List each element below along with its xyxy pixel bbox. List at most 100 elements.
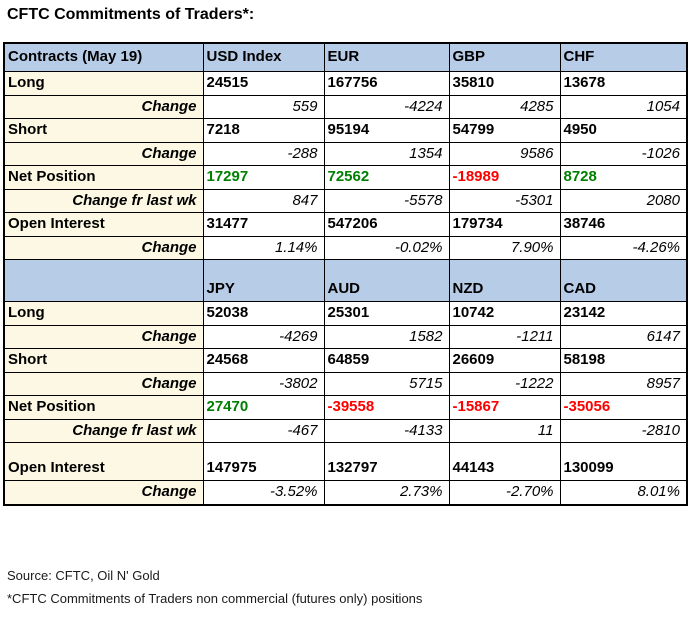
value-cell: -4133 bbox=[323, 418, 450, 443]
net-position-value: 8728 bbox=[559, 165, 688, 190]
net-position-value: -35056 bbox=[559, 395, 688, 420]
value-cell: 10742 bbox=[448, 301, 561, 326]
value-cell: 58198 bbox=[559, 348, 688, 373]
value-cell: 52038 bbox=[202, 301, 325, 326]
value-cell: -4269 bbox=[202, 324, 325, 349]
row-label: Change fr last wk bbox=[3, 418, 204, 443]
value-cell: 130099 bbox=[559, 442, 688, 481]
value-cell: 2.73% bbox=[323, 480, 450, 505]
value-cell: 38746 bbox=[559, 212, 688, 237]
table-row-short: Short 7218 95194 54799 4950 bbox=[3, 118, 688, 143]
page-title: CFTC Commitments of Traders*: bbox=[7, 6, 255, 23]
value-cell: 7218 bbox=[202, 118, 325, 143]
header-contracts: Contracts (May 19) bbox=[3, 42, 204, 72]
value-cell: 64859 bbox=[323, 348, 450, 373]
table-row-open-interest: Open Interest 147975 132797 44143 130099 bbox=[3, 442, 688, 481]
value-cell: 847 bbox=[202, 188, 325, 213]
row-label: Change bbox=[3, 94, 204, 119]
value-cell: -1026 bbox=[559, 141, 688, 166]
value-cell: 4285 bbox=[448, 94, 561, 119]
row-label: Net Position bbox=[3, 395, 204, 420]
header-usd-index: USD Index bbox=[202, 42, 325, 72]
value-cell: -0.02% bbox=[323, 235, 450, 260]
value-cell: -467 bbox=[202, 418, 325, 443]
table-row-net-position: Net Position 17297 72562 -18989 8728 bbox=[3, 165, 688, 190]
value-cell: -3.52% bbox=[202, 480, 325, 505]
table-row-oi-change: Change 1.14% -0.02% 7.90% -4.26% bbox=[3, 235, 688, 260]
net-position-value: -18989 bbox=[448, 165, 561, 190]
table-row-long-change: Change 559 -4224 4285 1054 bbox=[3, 94, 688, 119]
value-cell: 547206 bbox=[323, 212, 450, 237]
table-row-open-interest: Open Interest 31477 547206 179734 38746 bbox=[3, 212, 688, 237]
row-label: Change bbox=[3, 324, 204, 349]
value-cell: 1354 bbox=[323, 141, 450, 166]
value-cell: -4224 bbox=[323, 94, 450, 119]
table-row-short: Short 24568 64859 26609 58198 bbox=[3, 348, 688, 373]
net-position-value: 72562 bbox=[323, 165, 450, 190]
value-cell: -1211 bbox=[448, 324, 561, 349]
value-cell: 5715 bbox=[323, 371, 450, 396]
value-cell: -3802 bbox=[202, 371, 325, 396]
table-row-long: Long 52038 25301 10742 23142 bbox=[3, 301, 688, 326]
value-cell: 95194 bbox=[323, 118, 450, 143]
section1-header-row: Contracts (May 19) USD Index EUR GBP CHF bbox=[3, 42, 688, 72]
value-cell: 147975 bbox=[202, 442, 325, 481]
header-chf: CHF bbox=[559, 42, 688, 72]
table-row-short-change: Change -288 1354 9586 -1026 bbox=[3, 141, 688, 166]
header-gbp: GBP bbox=[448, 42, 561, 72]
row-label: Open Interest bbox=[3, 442, 204, 481]
value-cell: 23142 bbox=[559, 301, 688, 326]
row-label: Change bbox=[3, 480, 204, 505]
row-label: Change bbox=[3, 235, 204, 260]
cot-table: Contracts (May 19) USD Index EUR GBP CHF… bbox=[3, 42, 688, 506]
header-aud: AUD bbox=[323, 259, 450, 302]
value-cell: 8.01% bbox=[559, 480, 688, 505]
value-cell: 6147 bbox=[559, 324, 688, 349]
net-position-value: -15867 bbox=[448, 395, 561, 420]
net-position-value: 17297 bbox=[202, 165, 325, 190]
row-label: Long bbox=[3, 71, 204, 96]
table-row-oi-change: Change -3.52% 2.73% -2.70% 8.01% bbox=[3, 480, 688, 505]
row-label: Short bbox=[3, 118, 204, 143]
value-cell: 1.14% bbox=[202, 235, 325, 260]
value-cell: 24568 bbox=[202, 348, 325, 373]
row-label: Change bbox=[3, 371, 204, 396]
footer-note: *CFTC Commitments of Traders non commerc… bbox=[7, 591, 423, 606]
row-label: Change bbox=[3, 141, 204, 166]
value-cell: 35810 bbox=[448, 71, 561, 96]
value-cell: 7.90% bbox=[448, 235, 561, 260]
table-row-short-change: Change -3802 5715 -1222 8957 bbox=[3, 371, 688, 396]
value-cell: 25301 bbox=[323, 301, 450, 326]
value-cell: -5301 bbox=[448, 188, 561, 213]
value-cell: 167756 bbox=[323, 71, 450, 96]
value-cell: 1054 bbox=[559, 94, 688, 119]
value-cell: 24515 bbox=[202, 71, 325, 96]
value-cell: -1222 bbox=[448, 371, 561, 396]
value-cell: 9586 bbox=[448, 141, 561, 166]
value-cell: 179734 bbox=[448, 212, 561, 237]
value-cell: 8957 bbox=[559, 371, 688, 396]
net-position-value: 27470 bbox=[202, 395, 325, 420]
value-cell: 559 bbox=[202, 94, 325, 119]
table-row-long-change: Change -4269 1582 -1211 6147 bbox=[3, 324, 688, 349]
table-row-net-change: Change fr last wk 847 -5578 -5301 2080 bbox=[3, 188, 688, 213]
header-nzd: NZD bbox=[448, 259, 561, 302]
section2-header-row: JPY AUD NZD CAD bbox=[3, 259, 688, 302]
value-cell: -2.70% bbox=[448, 480, 561, 505]
row-label: Change fr last wk bbox=[3, 188, 204, 213]
table-row-net-change: Change fr last wk -467 -4133 11 -2810 bbox=[3, 418, 688, 443]
row-label: Short bbox=[3, 348, 204, 373]
value-cell: 4950 bbox=[559, 118, 688, 143]
header-jpy: JPY bbox=[202, 259, 325, 302]
row-label: Net Position bbox=[3, 165, 204, 190]
value-cell: 31477 bbox=[202, 212, 325, 237]
row-label: Long bbox=[3, 301, 204, 326]
value-cell: -288 bbox=[202, 141, 325, 166]
value-cell: 2080 bbox=[559, 188, 688, 213]
footer-source: Source: CFTC, Oil N' Gold bbox=[7, 568, 160, 583]
net-position-value: -39558 bbox=[323, 395, 450, 420]
footer: Source: CFTC, Oil N' Gold *CFTC Commitme… bbox=[7, 568, 422, 614]
table-row-long: Long 24515 167756 35810 13678 bbox=[3, 71, 688, 96]
header-cad: CAD bbox=[559, 259, 688, 302]
